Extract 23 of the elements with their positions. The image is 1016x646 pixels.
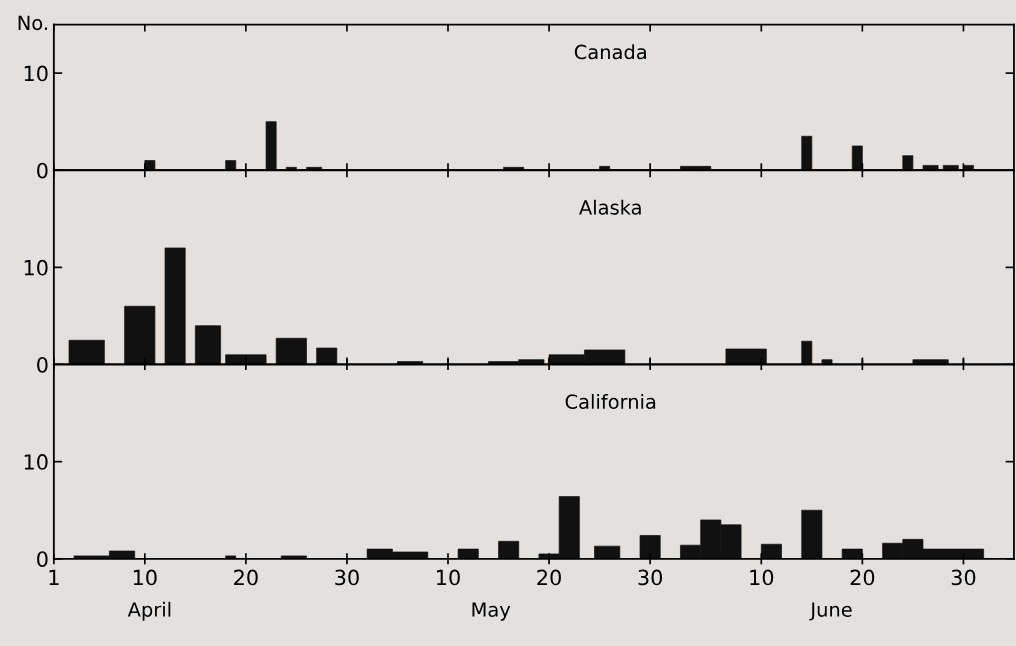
x-tick-label: 20	[234, 569, 258, 586]
y-tick-label: 10	[24, 454, 48, 470]
x-tick-label: 10	[133, 569, 157, 586]
y-tick-label: 0	[37, 162, 48, 179]
y-tick-label: 0	[37, 551, 48, 567]
text: Canada	[574, 44, 646, 60]
text: April	[127, 601, 171, 621]
x-tick-label: 10	[437, 569, 460, 586]
x-tick-label: 20	[537, 569, 561, 586]
x-tick-label: 10	[750, 569, 774, 586]
x-tick-label: 1	[49, 569, 59, 586]
x-tick-label: 30	[951, 569, 976, 586]
text: California	[565, 393, 656, 410]
y-tick-label: 0	[37, 356, 48, 373]
text: June	[809, 602, 852, 621]
y-tick-label: 10	[24, 65, 48, 82]
x-tick-label: 30	[335, 569, 359, 586]
x-tick-label: 30	[638, 569, 662, 586]
text: May	[472, 602, 511, 621]
y-axis-title: No.	[18, 15, 47, 31]
text: Alaska	[579, 199, 641, 215]
x-tick-label: 20	[850, 569, 875, 586]
y-tick-label: 10	[24, 259, 48, 276]
